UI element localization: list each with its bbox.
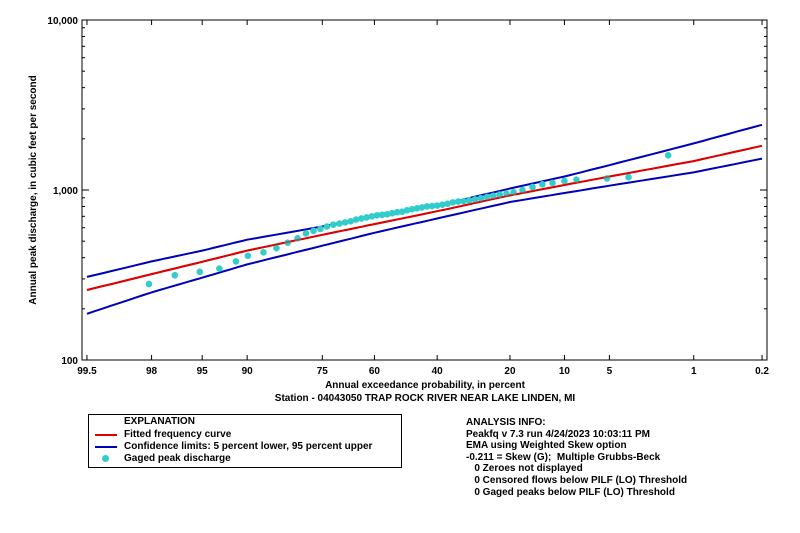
gaged-peak-point [383,210,391,218]
gaged-peak-point [273,244,280,252]
analysis-title: ANALYSIS INFO: [466,417,546,428]
series-line-upper-limit [86,123,763,278]
gaged-peak-point [232,258,240,265]
gaged-peak-point [145,280,153,288]
legend: EXPLANATION Fitted frequency curve Confi… [88,414,402,468]
x-tick-label: 40 [432,366,444,377]
analysis-line: 0 Zeroes not displayed [466,463,583,475]
gaged-peak-point [444,200,451,208]
series-layer [86,123,763,315]
gaged-peak-point [244,252,252,260]
gaged-peak-point [549,179,556,187]
x-axis-label: Annual exceedance probability, in percen… [325,380,526,391]
gaged-peak-point [454,198,462,205]
gaged-peak-point [465,196,473,204]
gaged-peak-point [483,193,491,201]
y-tick-label: 1,000 [53,186,78,197]
x-tick-label: 20 [504,366,516,377]
analysis-line: EMA using Weighted Skew option [466,440,627,452]
gaged-peak-point [216,265,223,272]
gaged-peak-point [489,192,497,200]
legend-title: EXPLANATION [124,416,195,427]
x-tick-label: 1 [691,366,697,377]
gaged-peak-point [403,206,411,214]
gaged-peak-point [260,249,267,256]
legend-line-blue [95,446,117,448]
x-tick-label: 5 [607,366,613,377]
gaged-peak-point [368,213,376,220]
legend-label: Fitted frequency curve [124,429,232,440]
gaged-peak-point [460,197,467,205]
gaged-peak-point [539,181,546,188]
gaged-peak-point [336,220,343,227]
gaged-peak-point [341,219,349,226]
x-tick-label: 99.5 [77,366,97,377]
legend-label: Confidence limits: 5 percent lower, 95 p… [124,441,373,452]
gaged-peak-point [196,268,204,276]
analysis-line: 0 Censored flows below PILF (LO) Thresho… [466,474,688,486]
gaged-peak-point [329,221,337,229]
gaged-peak-point [471,196,479,203]
gaged-peak-point [358,215,365,222]
gaged-peak-point [310,227,317,235]
gaged-peak-point [625,173,632,181]
legend-item-fitted: Fitted frequency curve [89,429,401,441]
analysis-line: -0.211 = Skew (G); Multiple Grubbs-Beck [466,451,661,463]
analysis-line: 0 Gaged peaks below PILF (LO) Threshold [466,486,675,498]
gaged-peak-point [408,205,416,213]
gaged-peak-point [573,176,580,183]
gaged-peak-point [323,223,331,230]
legend-item-confidence: Confidence limits: 5 percent lower, 95 p… [89,441,401,453]
legend-label: Gaged peak discharge [124,453,231,464]
gaged-peak-point [413,205,421,212]
legend-dot-cyan [102,455,109,462]
y-tick-label: 100 [61,356,78,367]
y-axis-label: Annual peak discharge, in cubic feet per… [28,75,39,305]
gaged-peak-point [302,230,310,237]
x-tick-label: 90 [242,366,254,377]
gaged-peak-point [449,199,457,206]
gaged-peak-point [393,208,401,216]
gaged-peak-point [378,211,386,219]
x-tick-label: 98 [146,366,158,377]
gaged-peak-point [398,208,406,216]
gaged-peak-point [373,211,381,219]
plot-frame [81,19,768,361]
gaged-peak-point [171,271,179,279]
y-tick-label: 10,000 [47,16,78,27]
analysis-line: Peakfq v 7.3 run 4/24/2023 10:03:11 PM [466,428,650,440]
gaged-peak-point [363,214,370,221]
gaged-peak-point [529,183,536,191]
series-line-lower-limit [86,157,763,315]
gaged-peak-point [418,204,426,211]
legend-item-gaged: Gaged peak discharge [89,453,401,465]
x-tick-label: 95 [197,366,209,377]
legend-line-red [95,434,117,436]
analysis-info: ANALYSIS INFO: Peakfq v 7.3 run 4/24/202… [466,417,687,498]
gaged-peak-point [347,217,354,225]
gaged-peak-point [428,202,436,210]
gaged-peak-point [561,177,568,185]
gaged-peak-point [664,151,672,159]
station-label: Station - 04043050 TRAP ROCK RIVER NEAR … [275,393,576,404]
gaged-peak-point [352,216,360,223]
series-line-fitted-overlay [86,144,763,291]
x-tick-label: 75 [317,366,329,377]
gaged-peak-point [477,194,485,202]
gaged-peak-point [433,202,441,209]
gaged-peak-point [439,201,446,208]
x-tick-label: 60 [369,366,381,377]
x-tick-label: 10 [559,366,571,377]
gaged-peak-point [317,225,324,233]
gaged-peak-point [388,209,396,217]
axis-ticks: 99.5 98 95 90 75 60 40 20 10 5 1 0.2 100 1,000 10,000 [47,16,769,377]
gaged-peak-point [519,186,526,194]
x-tick-label: 0.2 [755,366,769,377]
gaged-peak-point [423,203,431,210]
